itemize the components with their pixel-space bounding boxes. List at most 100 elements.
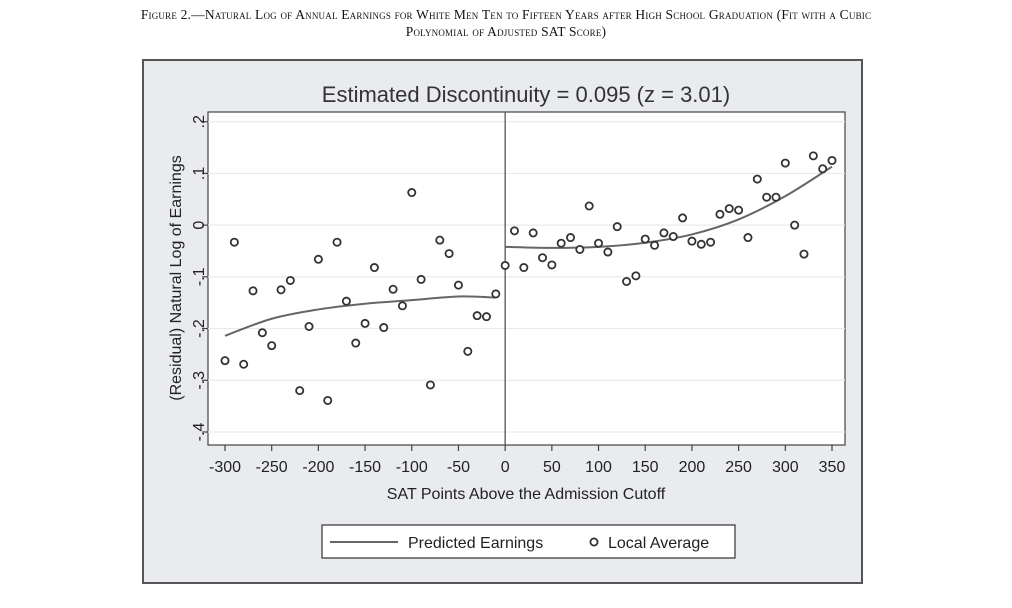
local-average-point: [519, 263, 529, 273]
local-average-point: [332, 237, 342, 247]
x-tick-label: -200: [302, 459, 334, 476]
local-average-point: [594, 238, 604, 248]
local-average-point: [509, 226, 519, 236]
local-average-point: [379, 323, 389, 333]
local-average-point: [575, 244, 585, 254]
x-tick-label: 150: [632, 459, 659, 476]
local-average-point: [323, 395, 333, 405]
caption-line-1: Figure 2.—Natural Log of Annual Earnings…: [140, 7, 872, 22]
local-average-point: [752, 174, 762, 184]
caption-line-2: Polynomial of Adjusted SAT Score): [405, 24, 607, 39]
local-average-point: [631, 271, 641, 281]
x-axis-label: SAT Points Above the Admission Cutoff: [387, 486, 666, 503]
local-average-point: [659, 228, 669, 238]
local-average-point: [229, 237, 239, 247]
local-average-point: [762, 192, 772, 202]
y-tick-label: .1: [191, 167, 208, 180]
x-tick-label: 50: [543, 459, 561, 476]
local-average-point: [304, 321, 314, 331]
local-average-point: [416, 274, 426, 284]
local-average-point: [425, 380, 435, 390]
x-tick-label: 100: [585, 459, 612, 476]
local-average-point: [491, 289, 501, 299]
y-tick-label: -.4: [191, 423, 208, 442]
x-tick-label: 200: [679, 459, 706, 476]
local-average-point: [257, 328, 267, 338]
y-tick-label: -.1: [191, 267, 208, 286]
local-average-point: [295, 386, 305, 396]
local-average-point: [500, 260, 510, 270]
local-average-point: [678, 213, 688, 223]
local-average-point: [799, 249, 809, 259]
local-average-point: [808, 151, 818, 161]
local-average-point: [313, 254, 323, 264]
predicted-earnings-line: [224, 295, 496, 337]
local-average-point: [369, 263, 379, 273]
local-average-point: [481, 312, 491, 322]
local-average-point: [276, 285, 286, 295]
local-average-point: [388, 284, 398, 294]
local-average-point: [444, 249, 454, 259]
local-average-point: [715, 209, 725, 219]
legend-predicted-earnings: Predicted Earnings: [408, 535, 543, 552]
x-tick-label: -100: [396, 459, 428, 476]
chart-title: Estimated Discontinuity = 0.095 (z = 3.0…: [322, 82, 730, 107]
figure-caption: Figure 2.—Natural Log of Annual Earnings…: [0, 6, 1012, 40]
local-average-point: [453, 280, 463, 290]
local-average-point: [285, 275, 295, 285]
local-average-point: [248, 286, 258, 296]
local-average-point: [668, 232, 678, 242]
local-average-point: [267, 341, 277, 351]
x-tick-label: 350: [819, 459, 846, 476]
local-average-point: [827, 155, 837, 165]
predicted-earnings-line: [505, 165, 833, 249]
legend-circle-swatch: [589, 537, 599, 547]
local-average-point: [239, 359, 249, 369]
local-average-point: [360, 318, 370, 328]
local-average-point: [556, 238, 566, 248]
axes: -.4 -.3 -.2 -.1 0 .1 .2 -300 -250 -200 -150 -100 -50…: [191, 112, 845, 476]
local-average-points: [220, 151, 837, 405]
local-average-point: [790, 220, 800, 230]
y-tick-label: -.3: [191, 371, 208, 390]
local-average-point: [538, 253, 548, 263]
local-average-point: [640, 234, 650, 244]
local-average-point: [435, 235, 445, 245]
local-average-point: [780, 158, 790, 168]
predicted-lines: [224, 165, 833, 337]
local-average-point: [584, 201, 594, 211]
local-average-point: [547, 260, 557, 270]
x-tick-label: -150: [349, 459, 381, 476]
local-average-point: [528, 228, 538, 238]
y-tick-label: 0: [191, 221, 208, 230]
local-average-point: [650, 240, 660, 250]
x-tick-label: -250: [256, 459, 288, 476]
x-tick-label: 250: [725, 459, 752, 476]
x-tick-label: -50: [447, 459, 470, 476]
x-tick-label: -300: [209, 459, 241, 476]
local-average-point: [612, 222, 622, 232]
local-average-point: [687, 236, 697, 246]
x-tick-label: 300: [772, 459, 799, 476]
local-average-point: [463, 346, 473, 356]
y-axis-label: (Residual) Natural Log of Earnings: [168, 155, 185, 400]
local-average-point: [351, 338, 361, 348]
local-average-point: [603, 247, 613, 257]
local-average-point: [407, 188, 417, 198]
local-average-point: [220, 356, 230, 366]
local-average-point: [734, 205, 744, 215]
local-average-point: [724, 204, 734, 214]
legend-local-average: Local Average: [608, 535, 709, 552]
local-average-point: [472, 311, 482, 321]
local-average-point: [341, 296, 351, 306]
local-average-point: [397, 301, 407, 311]
local-average-point: [818, 164, 828, 174]
y-tick-label: .2: [191, 115, 208, 128]
local-average-point: [706, 237, 716, 247]
local-average-point: [566, 233, 576, 243]
y-tick-label: -.2: [191, 319, 208, 338]
local-average-point: [743, 233, 753, 243]
local-average-point: [696, 239, 706, 249]
gridlines: [208, 121, 845, 433]
